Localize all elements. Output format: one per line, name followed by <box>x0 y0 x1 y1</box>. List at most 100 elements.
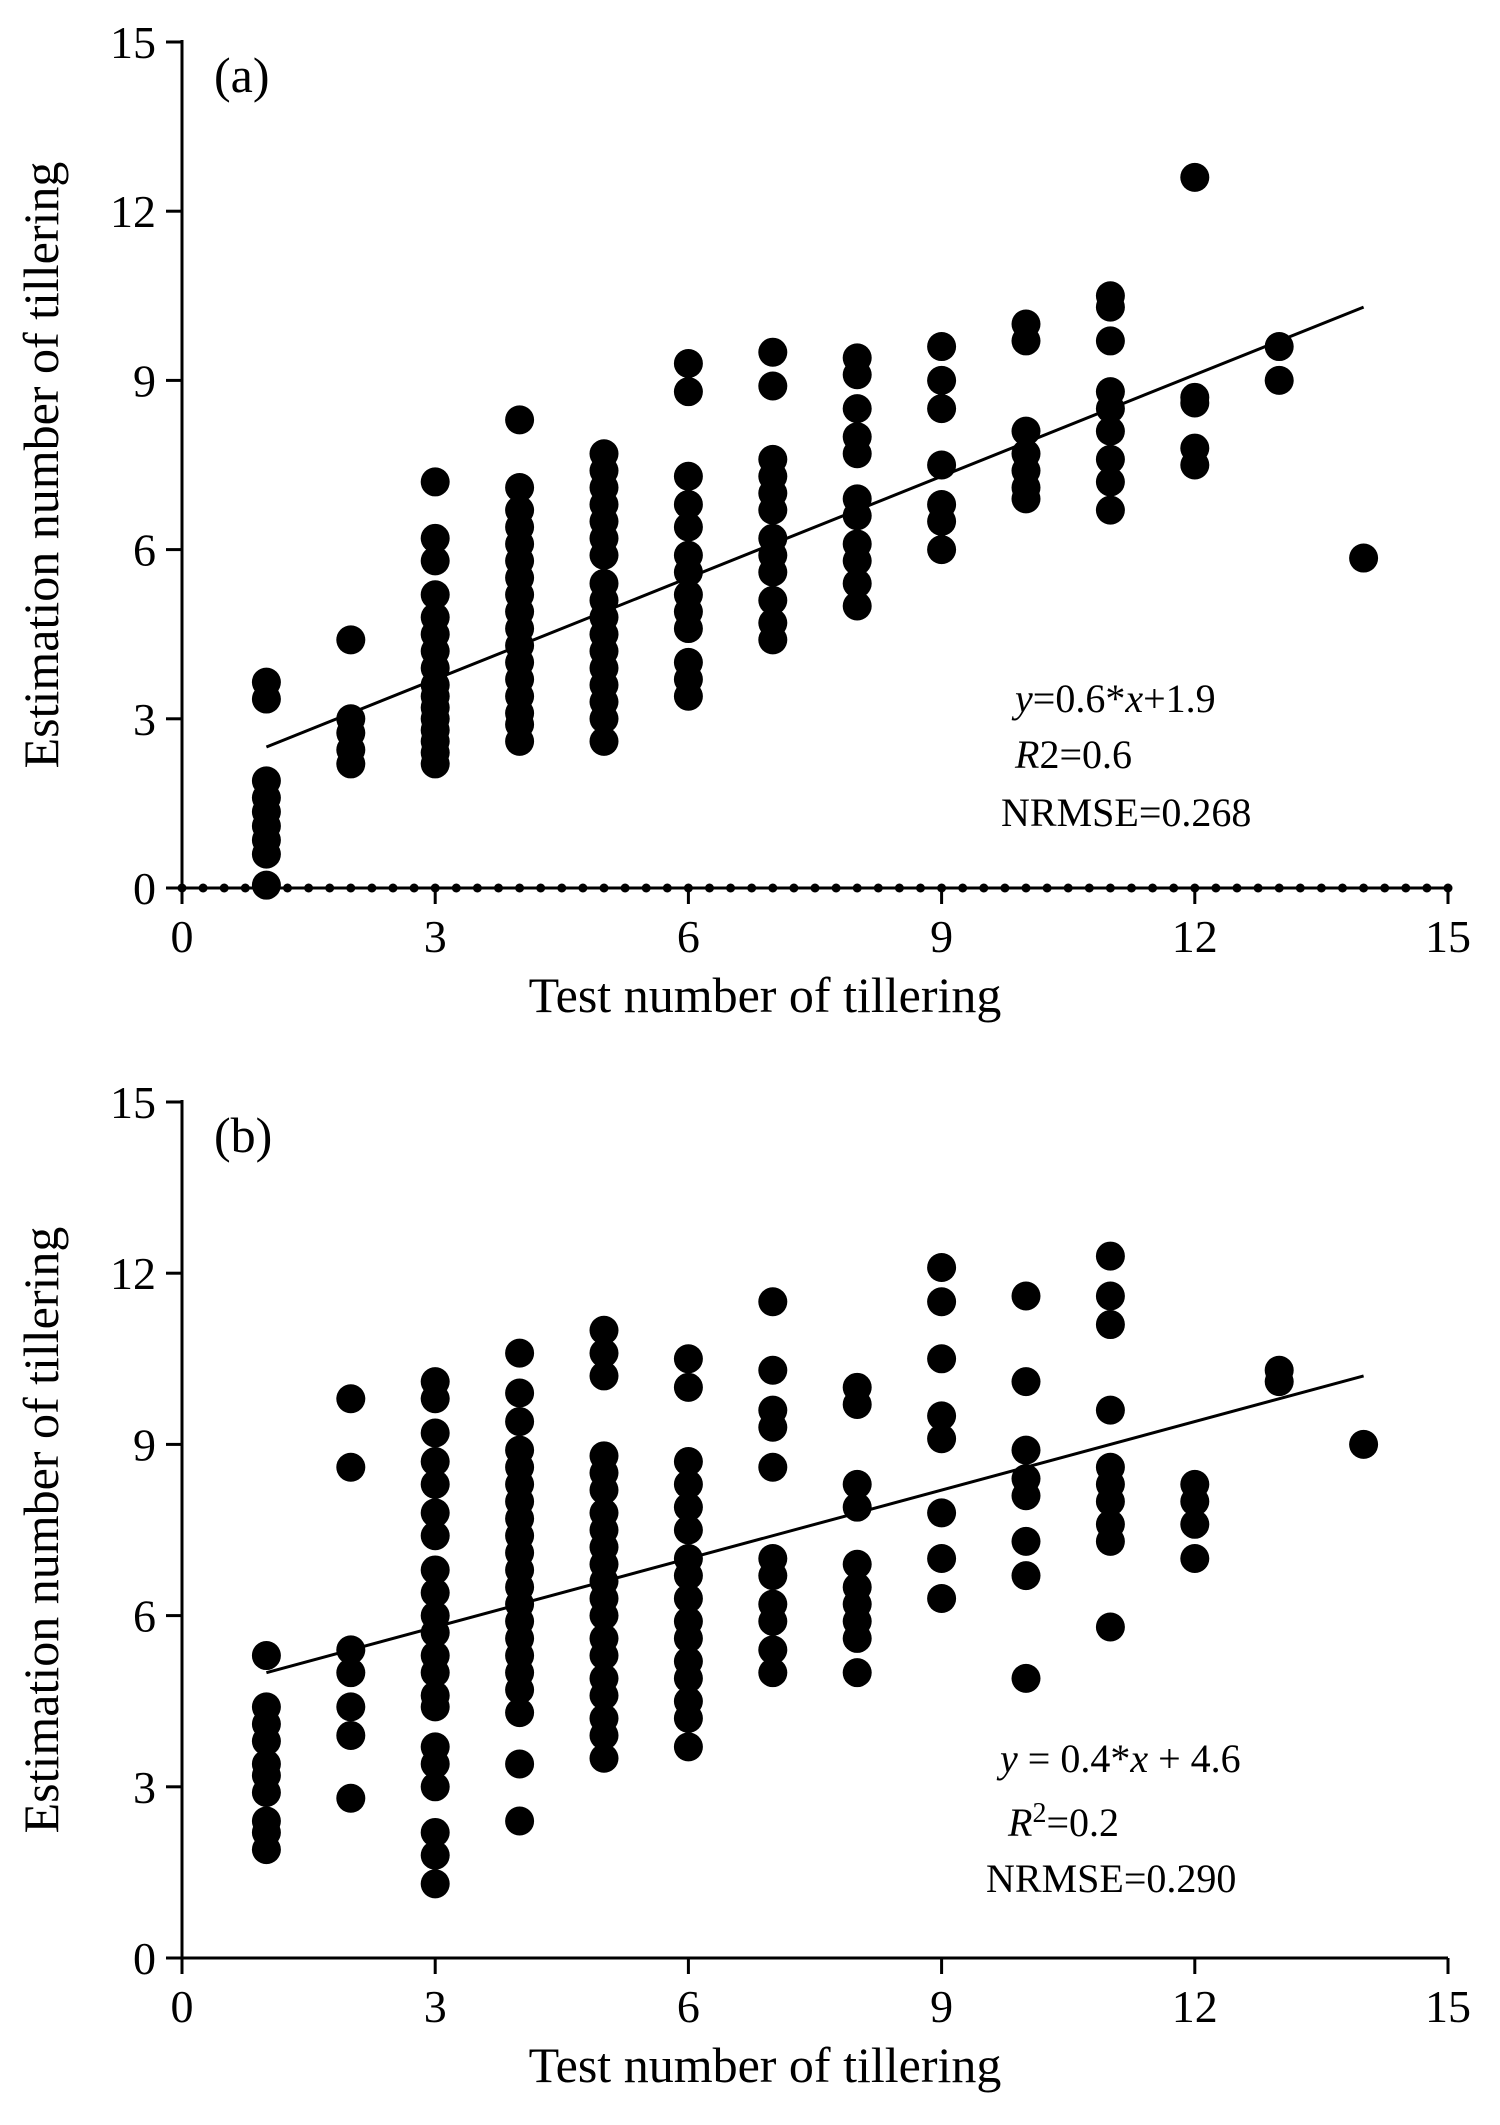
data-point <box>420 1817 450 1847</box>
data-point <box>927 394 957 424</box>
data-point <box>1095 292 1125 322</box>
data-point <box>673 377 703 407</box>
zero-line-dot <box>726 883 736 893</box>
data-point <box>842 1492 872 1522</box>
data-point <box>589 540 619 570</box>
data-point <box>842 394 872 424</box>
zero-line-dot <box>620 883 630 893</box>
data-point <box>589 1601 619 1631</box>
data-point <box>589 1338 619 1368</box>
y-tick-label: 15 <box>110 17 156 68</box>
data-point <box>505 1675 535 1705</box>
data-point <box>251 870 281 900</box>
data-point <box>1011 1481 1041 1511</box>
data-point <box>589 1680 619 1710</box>
data-point <box>420 1749 450 1779</box>
data-point <box>758 1452 788 1482</box>
data-point <box>673 1703 703 1733</box>
data-point <box>251 1835 281 1865</box>
data-point <box>927 1287 957 1317</box>
data-point <box>673 1561 703 1591</box>
data-point <box>1095 467 1125 497</box>
x-tick-label: 6 <box>677 1981 700 2032</box>
zero-line-dot <box>283 883 292 893</box>
data-point <box>336 1720 366 1750</box>
data-point <box>420 1555 450 1585</box>
zero-line-dot <box>472 883 482 893</box>
data-point <box>420 467 450 497</box>
zero-line-dot <box>451 883 461 893</box>
data-point <box>673 1469 703 1499</box>
data-point <box>1180 450 1210 480</box>
data-point <box>1095 1310 1125 1340</box>
data-point <box>1011 1367 1041 1397</box>
data-point <box>927 1424 957 1454</box>
zero-line-dot <box>304 883 314 893</box>
data-point <box>1095 495 1125 525</box>
zero-line-dot <box>409 883 419 893</box>
data-point <box>1180 1509 1210 1539</box>
data-point <box>758 1635 788 1665</box>
data-point <box>251 1641 281 1671</box>
data-point <box>1095 1395 1125 1425</box>
data-point <box>1011 1526 1041 1556</box>
data-point <box>420 1578 450 1608</box>
zero-line-dot <box>1232 883 1242 893</box>
data-point <box>589 1475 619 1505</box>
data-point <box>673 1447 703 1477</box>
zero-line-dot <box>494 883 503 893</box>
data-point <box>420 1869 450 1899</box>
zero-line-dot <box>219 883 229 893</box>
data-point <box>505 1806 535 1836</box>
zero-line-dot <box>662 883 672 893</box>
data-point <box>673 1583 703 1613</box>
data-point <box>505 1338 535 1368</box>
zero-line-dot <box>852 883 862 893</box>
zero-line-dot <box>831 883 841 893</box>
data-point <box>336 749 366 779</box>
data-point <box>251 1726 281 1756</box>
data-point <box>420 1521 450 1551</box>
data-point <box>1180 1544 1210 1574</box>
data-point <box>589 1641 619 1671</box>
data-point <box>589 1315 619 1345</box>
zero-line-dot <box>578 883 588 893</box>
data-point <box>927 1498 957 1528</box>
zero-line-dot <box>388 883 398 893</box>
data-point <box>842 1623 872 1653</box>
data-point <box>927 535 957 565</box>
data-point <box>842 1658 872 1688</box>
y-tick-label: 3 <box>133 694 156 745</box>
data-point <box>927 1583 957 1613</box>
zero-line-dot <box>705 883 714 893</box>
x-tick-label: 0 <box>171 911 194 962</box>
data-point <box>758 1606 788 1636</box>
y-tick-label: 6 <box>133 1591 156 1642</box>
zero-line-dot <box>810 883 820 893</box>
data-point <box>251 1778 281 1808</box>
data-point <box>336 625 366 655</box>
data-point <box>1095 1612 1125 1642</box>
x-tick-label: 15 <box>1425 911 1471 962</box>
zero-line-dot <box>641 883 651 893</box>
data-point <box>758 495 788 525</box>
data-point <box>842 546 872 576</box>
y-axis-title: Estimation number of tillering <box>13 1227 69 1834</box>
data-point <box>673 1663 703 1693</box>
zero-line-dot <box>240 883 250 893</box>
zero-line-dot <box>198 883 208 893</box>
fit-line <box>265 305 1365 749</box>
data-point <box>673 1492 703 1522</box>
equation-label: y = 0.4*x + 4.6 <box>996 1736 1241 1781</box>
x-tick-label: 0 <box>171 1981 194 2032</box>
data-point <box>336 1452 366 1482</box>
zero-line-dot <box>1021 883 1031 893</box>
zero-line-dot <box>1211 883 1221 893</box>
panel-label: (a) <box>214 47 270 103</box>
zero-line-dot <box>916 883 925 893</box>
data-point <box>758 625 788 655</box>
data-point <box>1011 484 1041 514</box>
data-point <box>505 1378 535 1408</box>
y-axis-title: Estimation number of tillering <box>13 162 69 769</box>
fit-line <box>266 1374 1364 1675</box>
